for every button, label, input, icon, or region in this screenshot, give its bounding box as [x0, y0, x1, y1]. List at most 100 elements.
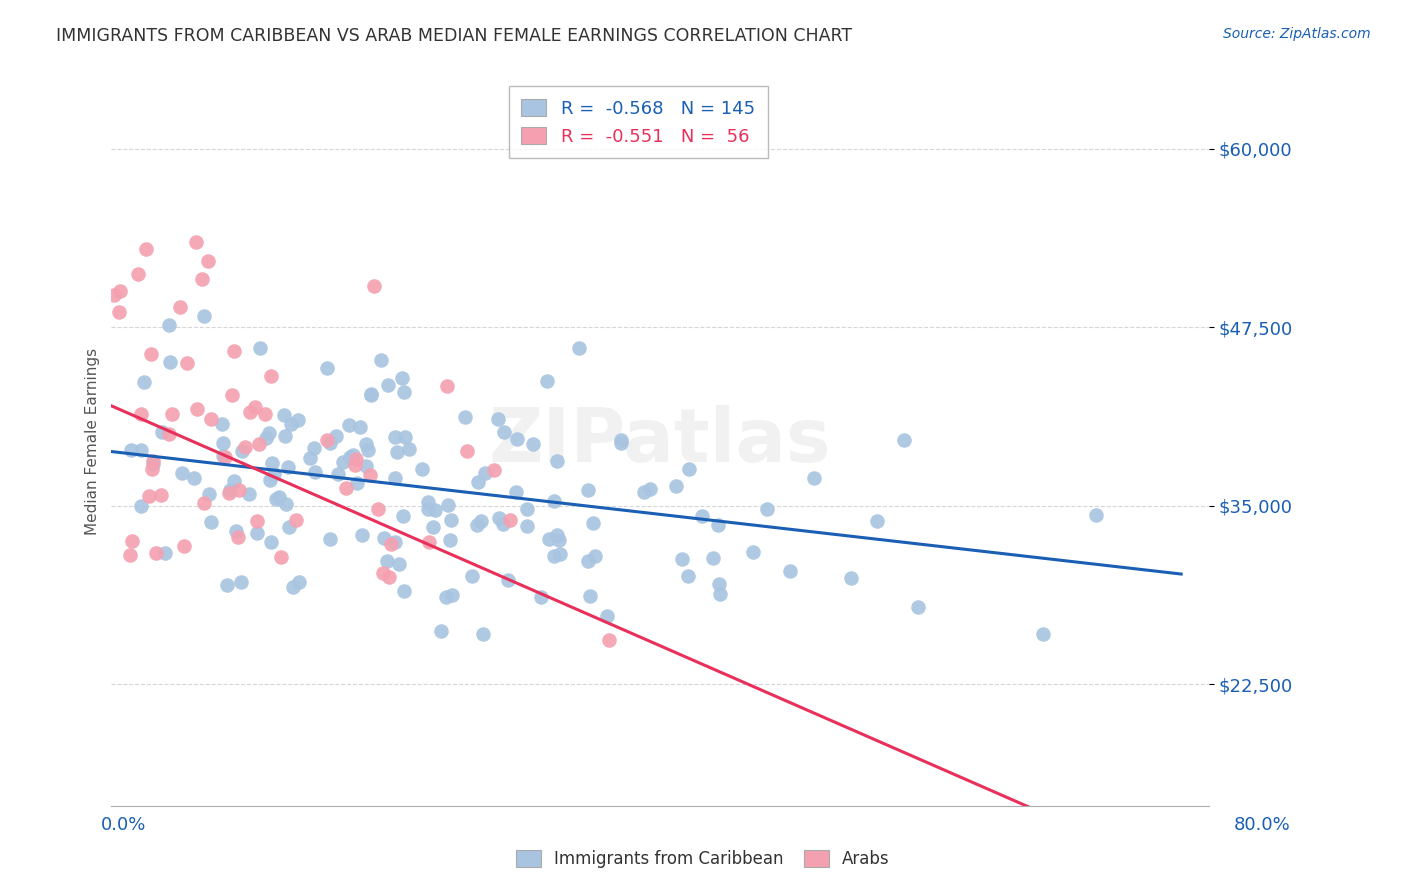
Point	[530, 591, 553, 605]
Legend: Immigrants from Caribbean, Arabs: Immigrants from Caribbean, Arabs	[509, 843, 897, 875]
Point	[1032, 627, 1054, 641]
Point	[318, 533, 340, 547]
Point	[110, 284, 132, 298]
Point	[283, 580, 305, 594]
Point	[246, 526, 269, 541]
Point	[198, 487, 221, 501]
Point	[344, 458, 367, 473]
Point	[596, 608, 619, 623]
Point	[498, 573, 520, 587]
Point	[474, 466, 496, 480]
Point	[439, 533, 461, 547]
Point	[332, 455, 354, 469]
Point	[456, 444, 478, 458]
Point	[741, 545, 763, 559]
Point	[516, 518, 538, 533]
Point	[273, 409, 295, 423]
Point	[488, 511, 510, 525]
Point	[543, 494, 565, 508]
Point	[548, 547, 571, 561]
Point	[1085, 508, 1108, 522]
Point	[568, 341, 591, 355]
Point	[370, 352, 392, 367]
Point	[640, 483, 662, 497]
Point	[375, 554, 398, 568]
Point	[461, 568, 484, 582]
Point	[169, 301, 191, 315]
Point	[430, 624, 453, 639]
Point	[118, 548, 141, 562]
Point	[315, 433, 337, 447]
Point	[363, 279, 385, 293]
Point	[284, 513, 307, 527]
Point	[129, 499, 152, 513]
Point	[384, 430, 406, 444]
Point	[546, 453, 568, 467]
Point	[211, 417, 233, 431]
Point	[162, 407, 184, 421]
Point	[132, 375, 155, 389]
Point	[499, 513, 522, 527]
Point	[779, 564, 801, 578]
Point	[434, 590, 457, 604]
Point	[120, 443, 142, 458]
Point	[398, 442, 420, 456]
Text: 80.0%: 80.0%	[1234, 816, 1291, 834]
Point	[384, 535, 406, 549]
Point	[378, 569, 401, 583]
Point	[273, 429, 295, 443]
Point	[522, 437, 544, 451]
Point	[326, 467, 349, 482]
Point	[470, 514, 492, 528]
Point	[325, 429, 347, 443]
Point	[536, 374, 558, 388]
Point	[231, 575, 253, 590]
Point	[371, 566, 394, 580]
Point	[385, 445, 408, 459]
Point	[335, 481, 357, 495]
Point	[142, 458, 165, 472]
Point	[893, 433, 915, 447]
Point	[269, 490, 291, 504]
Point	[394, 430, 416, 444]
Point	[425, 502, 447, 516]
Point	[264, 491, 287, 506]
Point	[516, 502, 538, 516]
Point	[339, 450, 361, 465]
Point	[319, 435, 342, 450]
Point	[176, 356, 198, 370]
Point	[247, 437, 270, 451]
Point	[287, 574, 309, 589]
Point	[418, 495, 440, 509]
Point	[598, 632, 620, 647]
Y-axis label: Median Female Earnings: Median Female Earnings	[86, 348, 100, 535]
Point	[576, 554, 599, 568]
Point	[422, 520, 444, 534]
Point	[212, 435, 235, 450]
Point	[671, 552, 693, 566]
Point	[394, 385, 416, 400]
Point	[337, 418, 360, 433]
Point	[219, 483, 242, 497]
Point	[277, 460, 299, 475]
Point	[197, 254, 219, 268]
Point	[173, 539, 195, 553]
Point	[803, 471, 825, 485]
Point	[709, 586, 731, 600]
Point	[226, 530, 249, 544]
Point	[342, 448, 364, 462]
Point	[129, 443, 152, 458]
Point	[141, 462, 163, 476]
Point	[142, 453, 165, 467]
Point	[287, 412, 309, 426]
Point	[217, 578, 239, 592]
Point	[391, 370, 413, 384]
Point	[193, 496, 215, 510]
Point	[200, 515, 222, 529]
Point	[218, 486, 240, 500]
Point	[135, 243, 157, 257]
Point	[440, 513, 463, 527]
Point	[231, 444, 253, 458]
Point	[377, 378, 399, 392]
Text: ZIPatlas: ZIPatlas	[489, 405, 831, 478]
